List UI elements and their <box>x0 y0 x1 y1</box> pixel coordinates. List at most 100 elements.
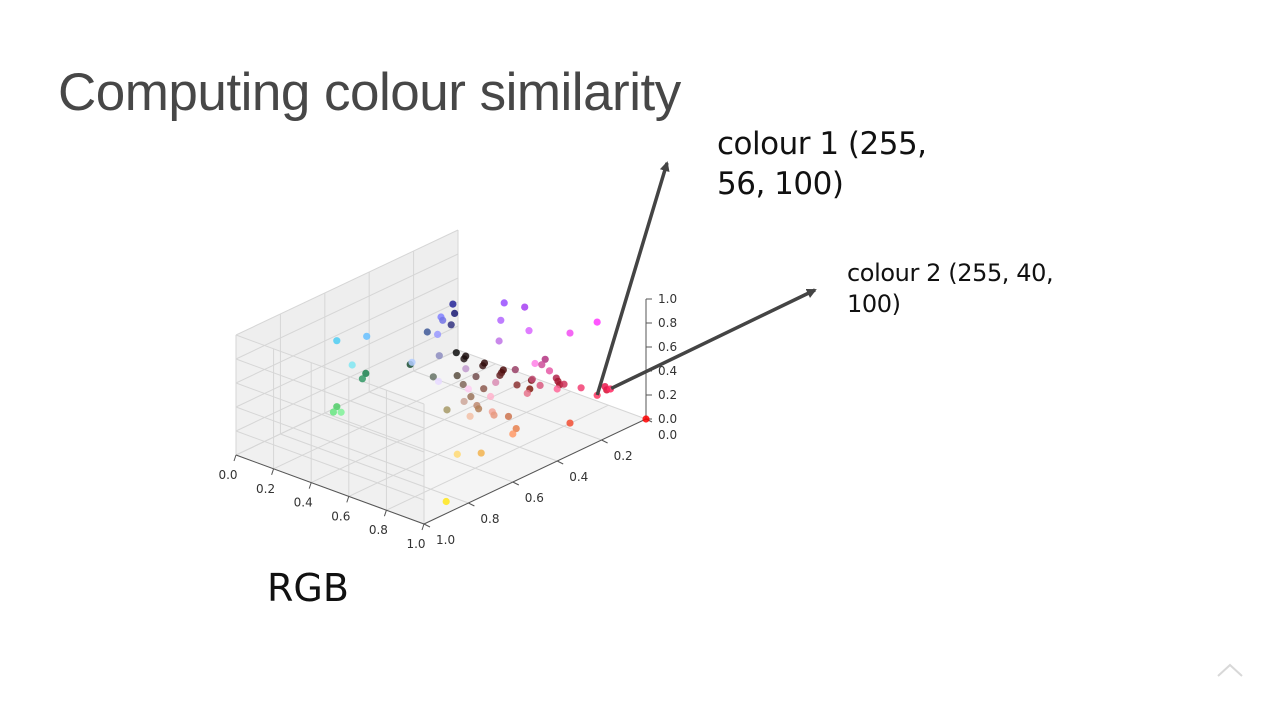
data-point <box>495 337 503 345</box>
data-point <box>423 328 431 336</box>
y-tick-mark <box>601 439 608 444</box>
y-tick-label: 0.8 <box>480 512 499 526</box>
data-point <box>464 385 472 393</box>
data-point <box>435 352 443 360</box>
x-tick-mark <box>271 468 275 475</box>
x-tick-label: 0.2 <box>256 482 275 496</box>
chevron-up-icon[interactable] <box>1216 660 1244 680</box>
slide-title: Computing colour similarity <box>58 63 681 122</box>
data-point <box>363 332 371 340</box>
grid-line <box>235 406 425 477</box>
data-point <box>492 378 500 386</box>
data-point <box>434 377 443 385</box>
y-tick-mark <box>468 502 475 507</box>
colour-2-label: colour 2 (255, 40, 100) <box>847 259 1054 318</box>
data-point <box>434 330 442 338</box>
data-point <box>449 300 457 308</box>
data-point <box>577 384 585 392</box>
data-point <box>538 361 546 369</box>
data-point <box>490 411 498 419</box>
data-point <box>560 380 568 388</box>
chart-panes <box>236 230 646 524</box>
annotation-arrows <box>595 161 817 396</box>
y-tick-label: 0.4 <box>569 470 588 484</box>
data-point <box>462 352 470 360</box>
x-tick-mark <box>308 482 312 489</box>
grid-line <box>324 412 513 483</box>
z-tick-label: 0.4 <box>658 364 677 378</box>
y-axis-line <box>423 418 647 525</box>
data-point <box>443 406 451 414</box>
chart-grid <box>235 229 647 525</box>
y-tick-label: 0.2 <box>614 449 633 463</box>
data-point <box>477 449 485 457</box>
data-point <box>554 377 562 385</box>
data-point <box>453 450 461 458</box>
data-point <box>593 318 601 326</box>
grid-line <box>348 390 572 497</box>
data-point <box>447 321 455 329</box>
data-point <box>460 397 468 406</box>
grid-line <box>310 377 534 484</box>
y-tick-mark <box>556 460 564 465</box>
grid-line <box>235 301 459 408</box>
grid-line <box>235 325 459 432</box>
data-point <box>439 316 447 324</box>
data-point <box>528 375 537 383</box>
data-point <box>452 349 460 357</box>
colour-1-arrow <box>595 161 670 396</box>
back-pane <box>236 335 424 524</box>
data-point <box>472 372 480 381</box>
z-tick-label: 1.0 <box>658 292 677 306</box>
data-point <box>509 430 517 438</box>
data-point <box>511 366 519 374</box>
data-point <box>451 309 459 317</box>
data-point <box>601 383 609 391</box>
data-point <box>531 359 539 368</box>
z-tick-label: 0.8 <box>658 316 677 330</box>
colour-space-caption: RGB <box>267 566 349 610</box>
grid-line <box>235 382 425 453</box>
data-point <box>467 393 475 401</box>
z-tick-label: 0.0 <box>658 412 677 426</box>
x-tick-mark <box>383 510 387 517</box>
grid-line <box>369 391 558 462</box>
grid-line <box>235 229 459 336</box>
data-point <box>497 316 505 324</box>
data-point <box>553 385 561 393</box>
data-point <box>487 392 495 401</box>
x-tick-label: 0.4 <box>294 496 313 510</box>
data-point <box>521 303 529 311</box>
data-point <box>500 299 508 307</box>
grid-line <box>413 370 602 441</box>
data-point <box>462 365 470 373</box>
data-point <box>480 359 489 367</box>
chart-axes <box>233 298 653 531</box>
z-tick-label: 0.6 <box>658 340 677 354</box>
y-tick-label: 1.0 <box>436 533 455 547</box>
data-point <box>525 327 533 335</box>
data-point <box>329 408 337 416</box>
data-point <box>453 372 461 380</box>
grid-line <box>235 277 459 384</box>
data-point <box>362 369 370 377</box>
data-point <box>513 381 521 389</box>
x-tick-mark <box>421 523 425 531</box>
data-point <box>333 337 341 345</box>
chart-points <box>329 299 650 506</box>
data-point <box>480 385 488 393</box>
grid-line <box>235 349 459 456</box>
x-tick-mark <box>233 454 237 462</box>
grid-line <box>273 363 496 470</box>
grid-line <box>235 253 459 360</box>
z-tick-label: 0.2 <box>658 388 677 402</box>
grid-line <box>235 430 425 501</box>
grid-line <box>457 349 647 420</box>
data-point <box>541 355 549 363</box>
data-point <box>358 375 366 383</box>
data-point <box>337 408 345 416</box>
data-point <box>536 381 544 389</box>
data-point <box>442 497 450 506</box>
data-point <box>496 371 504 379</box>
